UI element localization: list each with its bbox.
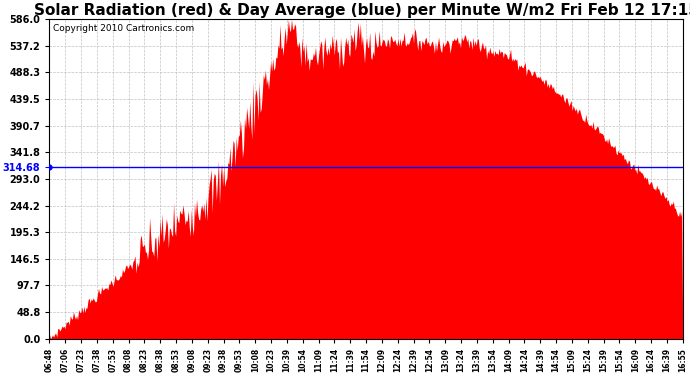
Title: Solar Radiation (red) & Day Average (blue) per Minute W/m2 Fri Feb 12 17:15: Solar Radiation (red) & Day Average (blu… [34, 3, 690, 18]
Text: Copyright 2010 Cartronics.com: Copyright 2010 Cartronics.com [52, 24, 194, 33]
